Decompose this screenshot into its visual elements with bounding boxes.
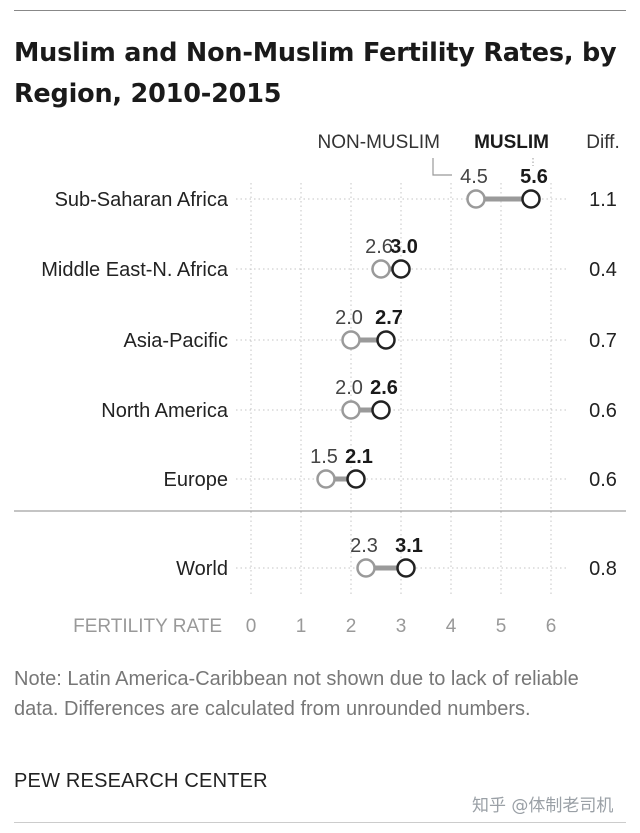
non-muslim-value-label: 2.3 [350,535,378,557]
watermark: 知乎 @体制老司机 [472,796,614,816]
non-muslim-point [341,400,361,420]
non-muslim-point [356,558,376,578]
non-muslim-point [466,189,486,209]
x-tick-label: 5 [496,616,507,637]
category-label: Middle East-N. Africa [41,259,229,281]
non-muslim-value-label: 2.0 [335,307,363,329]
x-tick-label: 3 [396,616,407,637]
muslim-value-label: 5.6 [520,166,548,188]
non-muslim-point [316,469,336,489]
diff-value: 0.6 [589,469,617,491]
x-tick-label: 6 [546,616,557,637]
source-credit: PEW RESEARCH CENTER [14,770,268,792]
chart-title: Muslim and Non-Muslim Fertility Rates, b… [14,38,617,109]
muslim-point [346,469,366,489]
top-rule [14,10,626,11]
chart-note: Note: Latin America-Caribbean not shown … [14,668,579,720]
legend-non-muslim: NON-MUSLIM [318,132,440,153]
x-tick-label: 4 [446,616,457,637]
non-muslim-value-label: 2.6 [365,236,393,258]
dot-plot-chart: Sub-Saharan Africa 4.5 5.6 1.1 Middle East-N… [14,132,626,637]
category-label: Sub-Saharan Africa [55,189,229,211]
non-muslim-point [341,330,361,350]
diff-value: 1.1 [589,189,617,211]
legend-muslim: MUSLIM [474,132,549,153]
category-label: World [176,558,228,580]
muslim-point [371,400,391,420]
diff-value: 0.7 [589,330,617,352]
x-tick-label: 1 [296,616,307,637]
diff-header: Diff. [586,132,619,153]
muslim-value-label: 3.0 [390,236,418,258]
x-tick-label: 2 [346,616,357,637]
x-axis-label: FERTILITY RATE [73,616,222,637]
non-muslim-value-label: 2.0 [335,377,363,399]
non-muslim-value-label: 1.5 [310,446,338,468]
muslim-value-label: 3.1 [395,535,423,557]
muslim-point [391,259,411,279]
muslim-point [396,558,416,578]
muslim-point [376,330,396,350]
muslim-value-label: 2.1 [345,446,373,468]
category-label: North America [101,400,229,422]
non-muslim-value-label: 4.5 [460,166,488,188]
diff-value: 0.4 [589,259,617,281]
legend-leader-line [432,158,452,176]
category-label: Asia-Pacific [124,330,228,352]
non-muslim-point [371,259,391,279]
diff-value: 0.6 [589,400,617,422]
x-tick-label: 0 [246,616,257,637]
category-label: Europe [164,469,229,491]
muslim-value-label: 2.7 [375,307,403,329]
muslim-value-label: 2.6 [370,377,398,399]
bottom-rule [14,822,626,823]
diff-value: 0.8 [589,558,617,580]
muslim-point [521,189,541,209]
